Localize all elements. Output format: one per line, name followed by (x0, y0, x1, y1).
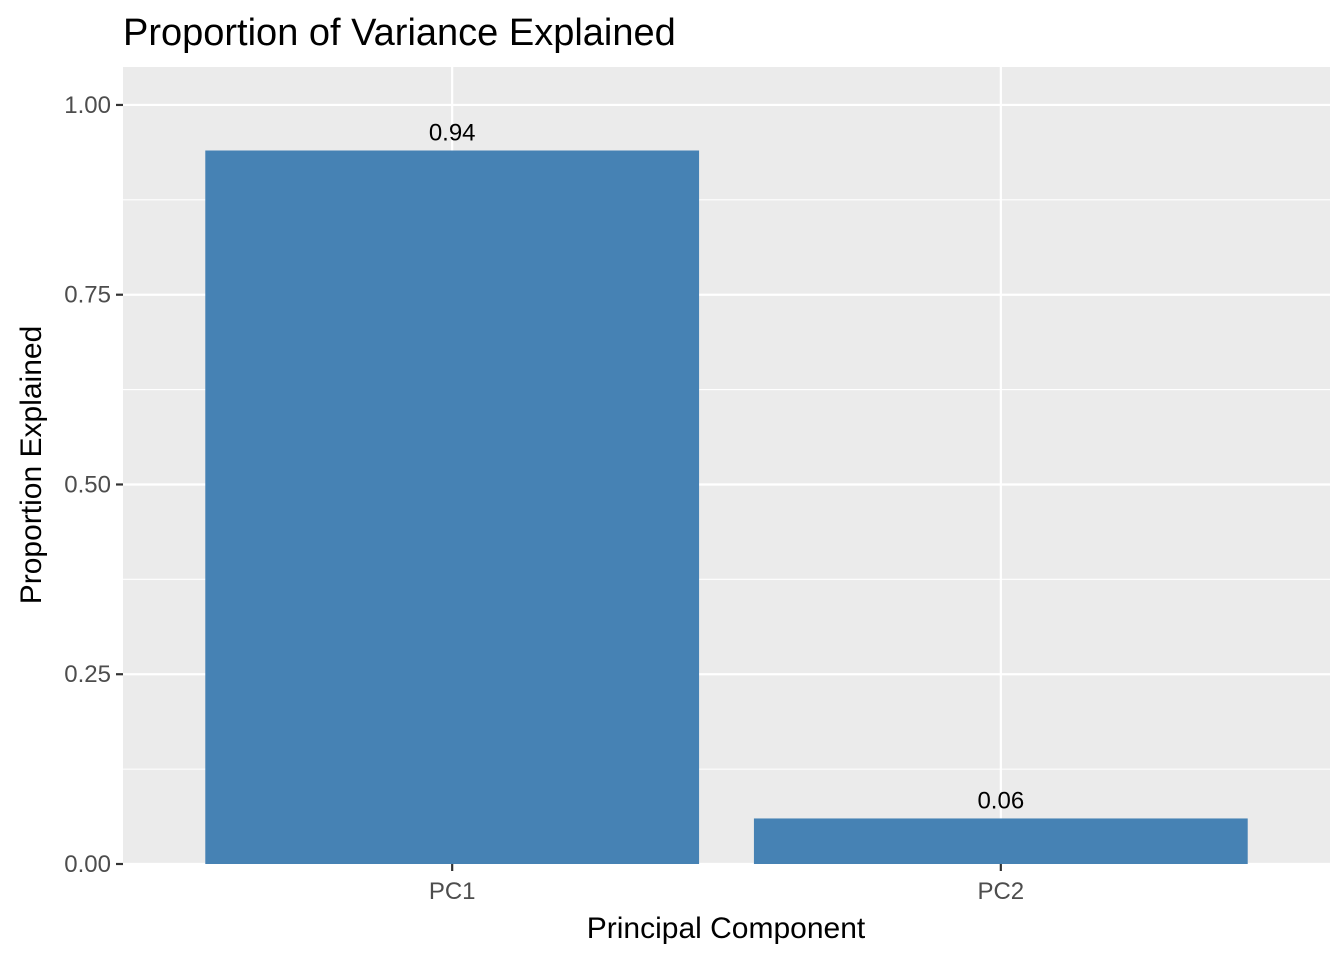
bar (205, 150, 700, 864)
y-tick-label: 1.00 (64, 92, 111, 119)
x-axis-title: Principal Component (587, 912, 866, 945)
y-tick-label: 0.00 (64, 851, 111, 878)
x-tick-label: PC2 (977, 878, 1024, 905)
data-labels: 0.94 0.06 (429, 119, 1024, 814)
x-tick-label: PC1 (429, 878, 476, 905)
y-axis: 0.00 0.25 0.50 0.75 1.00 (64, 92, 123, 878)
data-label: 0.94 (429, 119, 476, 146)
x-axis: PC1 PC2 (429, 864, 1024, 905)
bar (753, 818, 1248, 864)
bars (205, 150, 1248, 864)
y-tick-label: 0.25 (64, 661, 111, 688)
chart-title: Proportion of Variance Explained (123, 12, 676, 54)
y-tick-label: 0.75 (64, 282, 111, 309)
data-label: 0.06 (977, 787, 1024, 814)
y-tick-label: 0.50 (64, 471, 111, 498)
y-axis-title: Proportion Explained (15, 326, 48, 605)
